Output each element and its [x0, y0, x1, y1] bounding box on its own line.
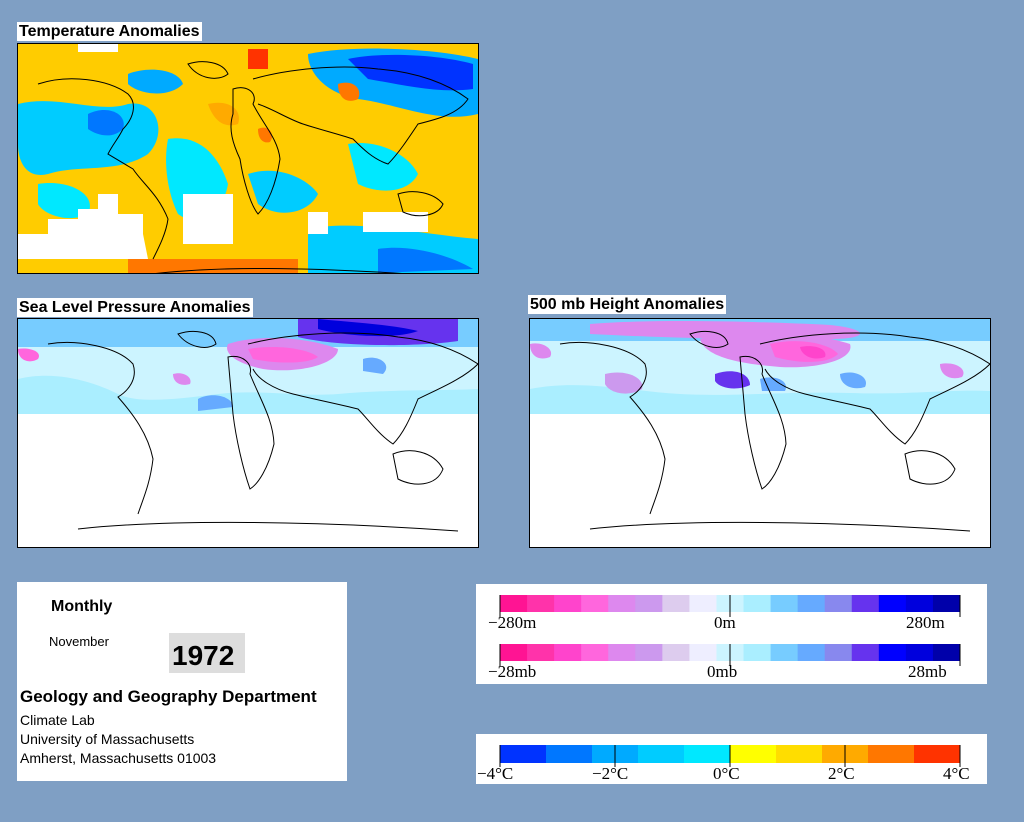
height-color-bar-ticks: [499, 595, 961, 617]
height-legend-min-label: −280m: [488, 613, 536, 632]
address-line-2: University of Massachusetts: [20, 731, 195, 747]
pressure-legend-zero-label: 0mb: [707, 662, 737, 681]
temperature-legend-label-0: 0°C: [713, 764, 740, 783]
color-swatch: [554, 595, 582, 612]
temperature-legend-label-minus4: −4°C: [477, 764, 513, 783]
cold-anomaly-regions: [18, 48, 478, 273]
info-panel: Monthly November 1972 Geology and Geogra…: [17, 582, 347, 781]
address-line-3: Amherst, Massachusetts 01003: [20, 750, 217, 766]
temperature-map-title: Temperature Anomalies: [17, 22, 202, 41]
color-swatch: [635, 644, 663, 661]
height500-map-graphic: [530, 319, 990, 547]
pressure-height-legend: −280m 0m 280m −28mb 0mb 28mb: [476, 584, 987, 684]
pressure-legend-max-label: 28mb: [908, 662, 947, 681]
color-swatch: [914, 745, 961, 763]
color-swatch: [770, 644, 799, 661]
color-swatch: [527, 644, 555, 661]
height-color-bar: [500, 595, 961, 612]
department-label: Geology and Geography Department: [20, 687, 317, 706]
slp-map-graphic: [18, 319, 478, 547]
color-swatch: [905, 595, 934, 612]
period-label: Monthly: [51, 598, 113, 615]
temperature-legend-label-2: 2°C: [828, 764, 855, 783]
color-swatch: [932, 644, 961, 661]
height500-coastlines: [559, 331, 990, 532]
color-swatch: [662, 595, 690, 612]
sea-level-pressure-anomaly-map: [17, 318, 479, 548]
color-swatch: [878, 644, 907, 661]
color-swatch: [797, 644, 826, 661]
temperature-legend-label-4: 4°C: [943, 764, 970, 783]
year-badge: 1972: [169, 633, 245, 673]
temperature-legend-graphic: −4°C −2°C 0°C 2°C 4°C: [477, 745, 970, 783]
color-swatch: [608, 644, 636, 661]
color-swatch: [638, 745, 685, 763]
temperature-legend-label-minus2: −2°C: [592, 764, 628, 783]
temperature-map-graphic: [18, 44, 478, 273]
temperature-legend: −4°C −2°C 0°C 2°C 4°C: [476, 734, 987, 784]
color-swatch: [932, 595, 961, 612]
pressure-color-bar-ticks: [499, 644, 961, 666]
coastlines: [37, 61, 469, 273]
color-swatch: [546, 745, 593, 763]
temperature-color-bar-ticks: [499, 745, 961, 767]
slp-map-title: Sea Level Pressure Anomalies: [17, 298, 253, 317]
temperature-anomaly-map: [17, 43, 479, 274]
color-swatch: [770, 595, 799, 612]
color-swatch: [851, 644, 880, 661]
color-swatch: [776, 745, 823, 763]
month-label: November: [49, 634, 109, 649]
color-swatch: [797, 595, 826, 612]
color-swatch: [500, 595, 528, 612]
height-legend-zero-label: 0m: [714, 613, 736, 632]
year-label: 1972: [172, 640, 235, 671]
color-swatch: [743, 595, 772, 612]
color-swatch: [554, 644, 582, 661]
color-swatch: [730, 745, 777, 763]
color-swatch: [581, 595, 609, 612]
color-swatch: [581, 644, 609, 661]
pressure-height-legend-graphic: −280m 0m 280m −28mb 0mb 28mb: [488, 595, 961, 681]
color-swatch: [608, 595, 636, 612]
slp-coastlines: [47, 331, 478, 532]
color-swatch: [868, 745, 915, 763]
color-swatch: [743, 644, 772, 661]
color-swatch: [851, 595, 880, 612]
color-swatch: [689, 595, 717, 612]
no-data-regions: [18, 44, 428, 259]
500mb-height-anomaly-map: [529, 318, 991, 548]
color-swatch: [527, 595, 555, 612]
color-swatch: [824, 644, 853, 661]
color-swatch: [684, 745, 731, 763]
color-swatch: [662, 644, 690, 661]
color-swatch: [500, 745, 547, 763]
address-line-1: Climate Lab: [20, 712, 95, 728]
color-swatch: [878, 595, 907, 612]
warm-anomaly-regions: [128, 49, 360, 273]
color-swatch: [635, 595, 663, 612]
color-swatch: [500, 644, 528, 661]
height-legend-max-label: 280m: [906, 613, 945, 632]
height500-map-title: 500 mb Height Anomalies: [528, 295, 727, 314]
color-swatch: [689, 644, 717, 661]
pressure-legend-min-label: −28mb: [488, 662, 536, 681]
color-swatch: [905, 644, 934, 661]
pressure-color-bar: [500, 644, 961, 661]
color-swatch: [824, 595, 853, 612]
